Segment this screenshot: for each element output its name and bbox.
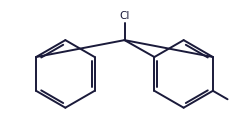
- Text: Cl: Cl: [119, 11, 130, 21]
